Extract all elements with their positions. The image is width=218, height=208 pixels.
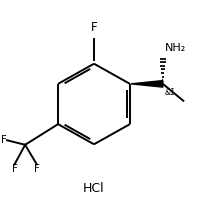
Text: HCl: HCl <box>83 182 105 195</box>
Text: NH₂: NH₂ <box>165 43 186 53</box>
Polygon shape <box>131 80 163 87</box>
Text: &1: &1 <box>165 88 175 97</box>
Text: F: F <box>91 21 97 34</box>
Text: F: F <box>34 165 40 175</box>
Text: F: F <box>1 135 7 145</box>
Text: F: F <box>12 165 17 175</box>
